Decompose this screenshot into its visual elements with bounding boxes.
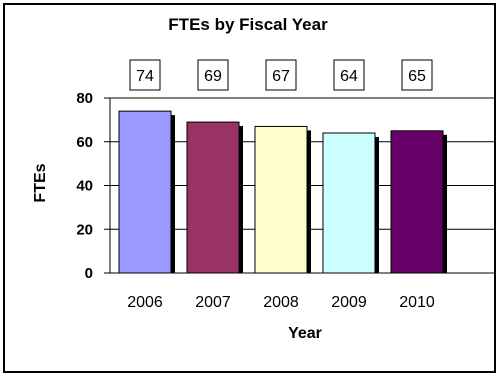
data-label-2006: 74 [136, 68, 154, 85]
data-label-box-2006 [129, 59, 161, 91]
data-label-2008: 67 [272, 68, 290, 85]
x-tick-label-2008: 2008 [263, 294, 299, 311]
x-tick-label-2009: 2009 [331, 294, 367, 311]
x-tick-label-2006: 2006 [127, 294, 163, 311]
bar-2010 [390, 130, 444, 274]
bar-2008 [254, 125, 308, 274]
y-tick-label-20: 20 [76, 221, 93, 238]
y-tick-label-60: 60 [76, 134, 93, 151]
chart-title: FTEs by Fiscal Year [168, 15, 328, 34]
bar-2006 [118, 110, 172, 274]
y-tick-labels: 0 20 40 60 80 [76, 90, 93, 282]
x-axis-title: Year [288, 325, 322, 342]
bars [118, 110, 447, 274]
y-tick-label-0: 0 [85, 265, 93, 282]
bar-2009 [322, 132, 376, 274]
bar-chart: FTEs by Fiscal Year 74 69 67 64 65 0 20 40 60 80… [32, 15, 494, 342]
data-label-2010: 65 [408, 68, 426, 85]
data-label-box-2007 [197, 59, 229, 91]
data-label-box-2009 [333, 59, 365, 91]
data-label-box-2010 [401, 59, 433, 91]
data-label-2007: 69 [204, 68, 222, 85]
y-tick-label-40: 40 [76, 178, 93, 195]
x-tick-label-2010: 2010 [399, 294, 435, 311]
bar-2007 [186, 121, 240, 274]
x-tick-labels: 2006 2007 2008 2009 2010 [127, 294, 435, 311]
y-axis-title: FTEs [32, 163, 49, 202]
y-tick-label-80: 80 [76, 90, 93, 107]
data-labels: 74 69 67 64 65 [129, 59, 433, 91]
data-label-box-2008 [265, 59, 297, 91]
chart-frame: FTEs by Fiscal Year 74 69 67 64 65 0 20 40 60 80… [3, 3, 496, 373]
data-label-2009: 64 [340, 68, 358, 85]
x-tick-label-2007: 2007 [195, 294, 231, 311]
